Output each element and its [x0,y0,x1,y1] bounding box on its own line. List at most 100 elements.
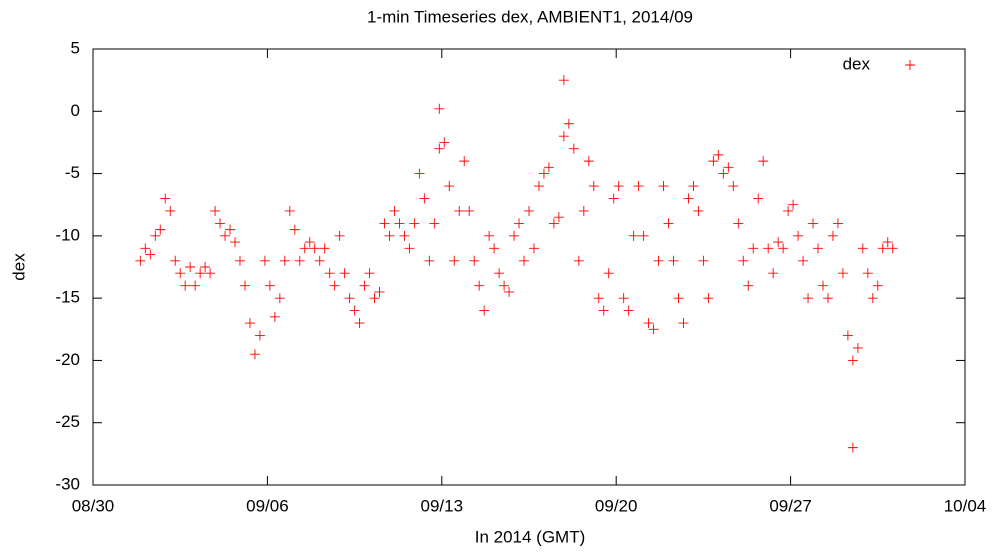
data-point [558,131,569,142]
data-point [822,293,833,304]
data-point [733,218,744,229]
y-axis-label: dex [9,253,28,281]
data-point [454,205,465,216]
data-point [578,205,589,216]
data-point [329,280,340,291]
data-point [205,268,216,279]
data-point [254,330,265,341]
y-tick-label: -25 [55,412,80,431]
data-point [464,205,475,216]
data-point [798,255,809,266]
data-point [583,156,594,167]
data-point [190,280,201,291]
data-point [837,268,848,279]
y-tick-label: 5 [71,38,80,57]
data-point [304,237,315,248]
data-point [314,255,325,266]
data-point [429,218,440,229]
chart-title: 1-min Timeseries dex, AMBIENT1, 2014/09 [367,7,693,26]
data-point [394,218,405,229]
data-point [449,255,460,266]
data-point [494,268,505,279]
data-point [200,262,211,272]
data-point [663,218,674,229]
data-point [768,268,779,279]
data-point [284,205,295,216]
y-tick-label: -5 [65,163,80,182]
data-point [244,318,255,329]
data-point [389,205,400,216]
data-point [479,305,490,316]
data-point [668,255,679,266]
data-point [803,293,814,304]
data-point [469,255,480,266]
data-point [225,224,236,235]
data-point [519,255,530,266]
x-tick-label: 08/30 [72,496,115,515]
data-point [877,243,888,254]
data-point [708,156,719,167]
data-point [379,218,390,229]
data-point [319,243,330,254]
data-point [459,156,470,167]
plot-frame [92,48,966,486]
data-point [414,168,425,179]
data-point [603,268,614,279]
data-point [658,181,669,192]
data-point [185,262,196,272]
data-point [274,293,285,304]
data-point [753,193,764,204]
data-point [419,193,430,204]
data-point [783,205,794,216]
data-point [778,243,789,254]
y-tick-label: -10 [55,225,80,244]
data-point [444,181,455,192]
data-point [528,243,539,254]
data-point [384,230,395,241]
data-point [524,205,534,216]
data-point [349,305,360,316]
data-point [369,293,380,304]
data-point [723,162,734,173]
x-tick-label: 09/27 [769,496,812,515]
data-point [140,243,151,254]
data-point [673,293,684,304]
data-point [847,355,858,366]
data-point [623,305,634,316]
data-point [294,255,305,266]
data-point [504,286,515,297]
data-point [175,268,186,279]
data-point [354,318,365,329]
data-point [588,181,599,192]
data-point [484,230,495,241]
x-tick-label: 09/13 [421,496,464,515]
data-point [230,237,241,248]
data-point [867,293,878,304]
data-point [563,118,574,129]
data-point [683,193,694,204]
data-point [608,193,619,204]
data-point [817,280,828,291]
data-point [558,75,569,86]
data-point [499,280,510,291]
data-point [748,243,759,254]
data-point [678,318,689,329]
data-point [638,230,649,241]
data-point [404,243,415,254]
data-point [150,230,161,241]
data-point [763,243,774,254]
data-point [434,143,445,154]
data-point [593,293,604,304]
data-point [195,268,206,279]
data-point [259,255,270,266]
data-point [474,280,485,291]
data-point [210,205,221,216]
data-point [424,255,435,266]
data-point [713,149,724,160]
data-point [553,212,564,223]
x-tick-label: 10/04 [944,496,987,515]
data-point [852,342,863,353]
legend-marker [905,60,915,70]
data-point [359,280,370,291]
y-tick-label: -15 [55,288,80,307]
